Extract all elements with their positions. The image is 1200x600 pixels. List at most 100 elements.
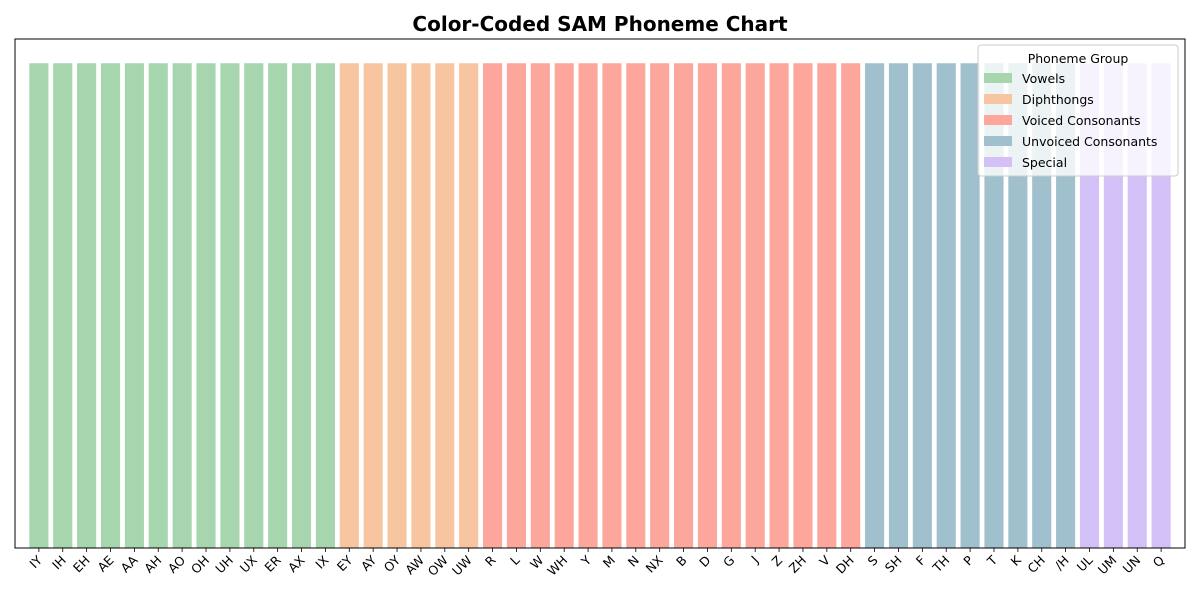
legend-entries: Vowels Diphthongs Voiced Consonants Unvoice… xyxy=(984,71,1157,170)
legend: Phoneme Group Vowels Diphthongs Voiced Con… xyxy=(977,44,1179,177)
x-tick-label: P xyxy=(960,552,976,568)
bar-nx xyxy=(650,63,670,549)
legend-swatch-vowels xyxy=(984,73,1012,83)
x-tick-label: S xyxy=(864,552,880,568)
x-tick-label: N xyxy=(625,553,642,570)
legend-swatch-special xyxy=(984,157,1012,167)
x-tick-label: AE xyxy=(94,552,116,574)
legend-label-voiced-consonants: Voiced Consonants xyxy=(1022,113,1141,128)
x-tick-label: UW xyxy=(449,553,475,579)
x-tick-label: R xyxy=(482,552,499,569)
bar-wh xyxy=(554,63,574,549)
bar-ch xyxy=(1032,63,1052,549)
x-tick-label: B xyxy=(673,553,690,570)
bar-j xyxy=(745,63,765,549)
legend-title: Phoneme Group xyxy=(1028,51,1129,66)
x-tick-label: Y xyxy=(577,552,594,569)
bar-er xyxy=(268,63,288,549)
x-tick-label: AY xyxy=(358,552,380,574)
x-tick-label: OY xyxy=(381,552,404,575)
legend-swatch-voiced-consonants xyxy=(984,115,1012,125)
x-tick-label: Z xyxy=(769,553,786,570)
bar-k xyxy=(1008,63,1028,549)
bar-aw xyxy=(411,63,431,549)
bar-b xyxy=(674,63,694,549)
bar-ax xyxy=(291,63,312,549)
x-tick-label: UL xyxy=(1074,552,1096,574)
bar-l xyxy=(506,63,526,549)
x-tick-label: OH xyxy=(188,553,212,577)
x-tick-label: D xyxy=(696,553,713,570)
bar-n xyxy=(626,63,646,549)
x-tick-label: AA xyxy=(118,552,141,575)
plot-frame xyxy=(14,38,1186,549)
bars-group xyxy=(29,63,1171,549)
x-tick-label: IX xyxy=(312,552,332,572)
bar-ul xyxy=(1079,63,1100,549)
bar-w xyxy=(530,63,550,549)
x-tick-label: V xyxy=(816,552,833,569)
bar-iy xyxy=(29,63,49,549)
bar-un xyxy=(1127,63,1147,549)
bar-aa xyxy=(124,63,144,549)
x-tick-label: IH xyxy=(49,553,69,573)
bar-ey xyxy=(339,63,359,549)
x-tick-label: AW xyxy=(402,553,427,578)
bar-q xyxy=(1151,63,1171,549)
x-tick-label: Q xyxy=(1150,552,1168,570)
legend-swatch-unvoiced-consonants xyxy=(984,136,1012,146)
bar-s xyxy=(865,63,885,549)
bar-oy xyxy=(387,63,407,549)
bar-m xyxy=(602,63,622,549)
x-tick-label: K xyxy=(1008,552,1025,569)
bar-slash-h xyxy=(1056,63,1076,549)
chart-title: Color-Coded SAM Phoneme Chart xyxy=(412,12,788,36)
legend-box xyxy=(977,44,1179,177)
x-tick-label: UH xyxy=(212,553,236,577)
bar-ow xyxy=(435,63,455,549)
x-tick-label: EH xyxy=(70,553,93,576)
x-tick-label: NX xyxy=(643,552,667,576)
x-tick-label: M xyxy=(600,553,618,571)
bar-d xyxy=(697,63,717,549)
bar-th xyxy=(936,63,956,549)
legend-swatch-diphthongs xyxy=(984,94,1012,104)
x-tick-label: W xyxy=(527,553,546,572)
x-tick-label: WH xyxy=(544,553,570,579)
bar-sh xyxy=(888,63,909,549)
bar-g xyxy=(721,63,741,549)
bar-ih xyxy=(53,63,73,549)
bar-eh xyxy=(77,63,97,549)
x-tick-label: OW xyxy=(425,553,451,579)
x-tick-label: IY xyxy=(26,552,45,571)
x-tick-label: EY xyxy=(334,552,356,574)
x-tick-label: CH xyxy=(1024,553,1047,576)
bar-ao xyxy=(172,63,192,549)
x-tick-label: DH xyxy=(833,553,857,577)
bar-uh xyxy=(220,63,240,549)
bar-p xyxy=(960,63,980,549)
legend-label-diphthongs: Diphthongs xyxy=(1022,92,1094,107)
legend-label-special: Special xyxy=(1022,155,1067,170)
x-tick-label: J xyxy=(747,553,761,567)
bar-z xyxy=(769,63,789,549)
x-tick-label: /H xyxy=(1051,553,1071,573)
bar-oh xyxy=(196,63,216,549)
legend-label-unvoiced-consonants: Unvoiced Consonants xyxy=(1022,134,1157,149)
legend-label-vowels: Vowels xyxy=(1022,71,1065,86)
bar-uw xyxy=(459,63,479,549)
x-tick-label: AH xyxy=(141,553,164,576)
x-tick-label: UM xyxy=(1095,553,1120,578)
bar-ux xyxy=(244,63,264,549)
x-tick-label: AO xyxy=(165,552,189,576)
x-tick-label: SH xyxy=(882,553,905,576)
x-tick-label: UX xyxy=(237,552,260,575)
bar-ix xyxy=(315,63,335,549)
bar-y xyxy=(578,63,598,549)
bar-ae xyxy=(100,63,121,549)
bar-t xyxy=(984,63,1004,549)
x-tick-label: F xyxy=(913,553,929,569)
x-tick-label: G xyxy=(720,553,737,570)
